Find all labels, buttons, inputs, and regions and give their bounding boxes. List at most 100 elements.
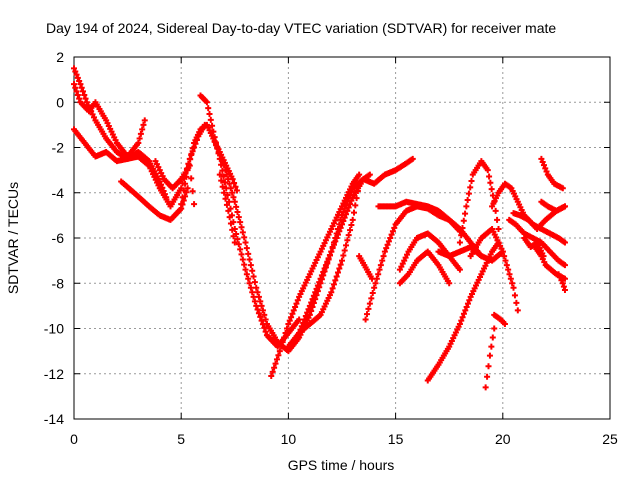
data-point bbox=[211, 138, 218, 145]
data-point bbox=[339, 221, 345, 228]
series-16 bbox=[396, 248, 453, 287]
data-point bbox=[223, 201, 230, 208]
data-point bbox=[290, 307, 297, 314]
data-point bbox=[337, 224, 344, 231]
data-point bbox=[231, 239, 238, 246]
data-point bbox=[82, 95, 89, 102]
data-point bbox=[555, 271, 562, 278]
data-point bbox=[540, 162, 547, 169]
data-point bbox=[246, 256, 253, 263]
data-point bbox=[178, 201, 185, 208]
data-point bbox=[467, 184, 474, 191]
data-point bbox=[499, 248, 506, 255]
data-point bbox=[456, 320, 463, 327]
y-tick-label: -14 bbox=[44, 411, 64, 427]
data-point bbox=[269, 368, 276, 375]
data-point bbox=[313, 285, 320, 292]
data-point bbox=[362, 316, 369, 323]
data-point bbox=[332, 238, 339, 245]
data-point bbox=[239, 256, 246, 263]
data-point bbox=[399, 260, 406, 267]
data-point bbox=[225, 176, 232, 183]
data-point bbox=[73, 71, 80, 78]
series-5 bbox=[178, 121, 240, 208]
data-point bbox=[460, 217, 467, 224]
data-point bbox=[309, 296, 316, 303]
data-point bbox=[509, 280, 516, 287]
data-point bbox=[187, 156, 194, 163]
data-point bbox=[226, 214, 233, 221]
data-point bbox=[495, 225, 502, 232]
data-point bbox=[243, 271, 250, 278]
data-point bbox=[188, 175, 195, 182]
data-point bbox=[389, 228, 396, 235]
data-point bbox=[72, 84, 79, 91]
data-point bbox=[328, 248, 335, 255]
series-22 bbox=[491, 311, 508, 327]
data-point bbox=[242, 239, 249, 246]
data-point bbox=[221, 162, 228, 169]
data-point bbox=[375, 271, 382, 278]
data-point bbox=[241, 234, 248, 241]
data-point bbox=[81, 92, 88, 99]
data-point bbox=[83, 99, 90, 106]
y-tick-label: -4 bbox=[52, 185, 65, 201]
y-tick-label: 0 bbox=[56, 94, 64, 110]
y-tick-label: -8 bbox=[52, 275, 65, 291]
data-point bbox=[76, 77, 83, 84]
data-point bbox=[74, 92, 81, 99]
data-point bbox=[542, 165, 549, 172]
data-point bbox=[341, 214, 348, 221]
data-point bbox=[541, 259, 548, 266]
data-point bbox=[230, 233, 237, 240]
data-point bbox=[210, 128, 217, 135]
data-point bbox=[153, 161, 160, 168]
data-point bbox=[396, 266, 403, 273]
data-point bbox=[306, 302, 313, 309]
series-20 bbox=[467, 225, 521, 314]
data-point bbox=[258, 317, 265, 324]
data-point bbox=[487, 179, 494, 186]
data-point bbox=[353, 195, 360, 202]
data-point bbox=[336, 265, 343, 272]
series-19 bbox=[456, 158, 502, 246]
data-point bbox=[347, 201, 354, 208]
data-point bbox=[262, 316, 269, 323]
data-point bbox=[189, 188, 196, 195]
data-point bbox=[232, 183, 239, 190]
data-point bbox=[501, 320, 508, 327]
series-11 bbox=[296, 180, 363, 337]
data-point bbox=[489, 334, 496, 341]
data-point bbox=[340, 252, 347, 259]
data-point bbox=[273, 356, 280, 363]
data-point bbox=[352, 202, 359, 209]
data-point bbox=[281, 334, 288, 341]
data-point bbox=[561, 262, 568, 269]
data-point bbox=[463, 304, 470, 311]
data-point bbox=[351, 209, 358, 216]
data-point bbox=[329, 285, 336, 292]
data-point bbox=[76, 95, 83, 102]
data-point bbox=[203, 99, 210, 106]
data-point bbox=[214, 145, 221, 152]
data-point bbox=[302, 313, 309, 320]
data-point bbox=[182, 180, 189, 187]
y-tick-label: -6 bbox=[52, 230, 65, 246]
y-tick-label: 2 bbox=[56, 49, 64, 65]
data-point bbox=[183, 173, 190, 180]
data-point bbox=[376, 266, 383, 273]
data-point bbox=[253, 284, 260, 291]
data-point bbox=[505, 266, 512, 273]
x-tick-label: 5 bbox=[177, 431, 185, 447]
data-point bbox=[89, 111, 96, 118]
data-point bbox=[268, 373, 275, 380]
data-point bbox=[242, 266, 249, 273]
data-point bbox=[556, 274, 563, 281]
data-point bbox=[217, 152, 224, 159]
data-point bbox=[225, 207, 232, 214]
data-point bbox=[158, 170, 165, 177]
data-point bbox=[234, 236, 241, 243]
data-point bbox=[230, 194, 237, 201]
series-28 bbox=[538, 198, 568, 214]
data-point bbox=[257, 298, 264, 305]
